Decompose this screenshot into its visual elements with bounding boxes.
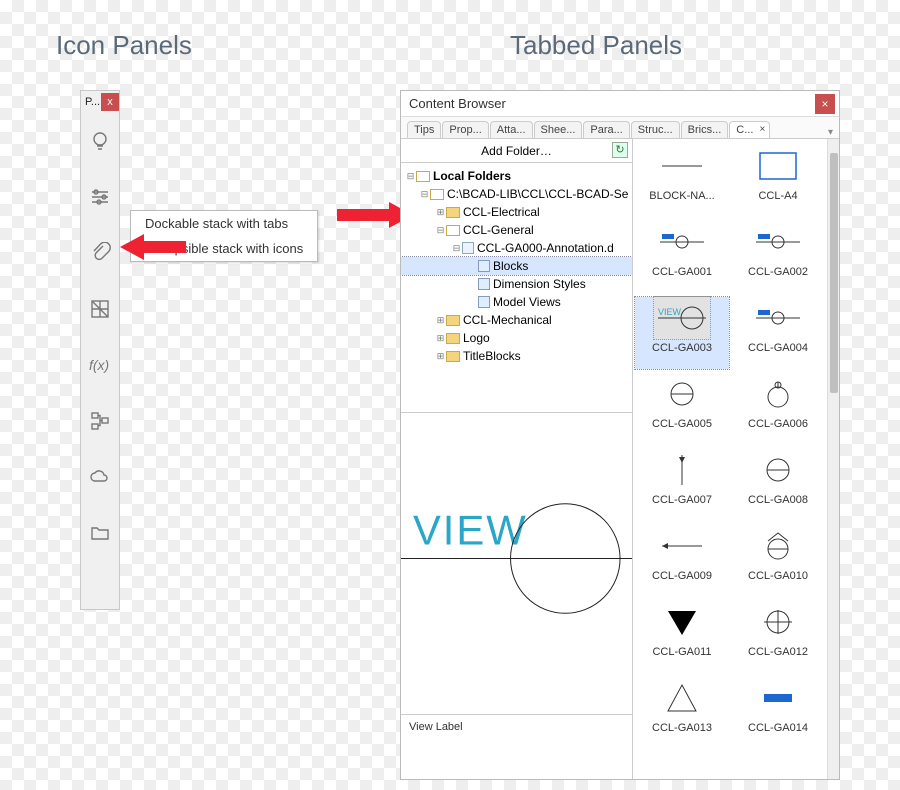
thumb-label: CCL-GA006 — [748, 418, 808, 430]
tree-item-titleblocks[interactable]: ⊞TitleBlocks — [401, 347, 632, 365]
tabs-overflow-menu[interactable]: ▾ — [822, 127, 839, 138]
content-browser-left-pane: Add Folder… ↻ ⊟Local Folders⊟C:\BCAD-LIB… — [401, 139, 633, 779]
thumb-ccl-ga007[interactable]: CCL-GA007 — [635, 449, 729, 521]
thumb-label: CCL-GA008 — [748, 494, 808, 506]
thumb-label: CCL-GA002 — [748, 266, 808, 278]
preview-image: VIEW — [401, 413, 632, 715]
content-browser-title: Content Browser — [409, 96, 506, 111]
thumb-label: CCL-GA014 — [748, 722, 808, 734]
thumb-label: CCL-GA011 — [652, 646, 711, 658]
tab-tips[interactable]: Tips — [407, 121, 441, 138]
icon-panel-grid-diag-icon[interactable] — [81, 281, 119, 337]
heading-tabbed-panels: Tabbed Panels — [510, 30, 682, 61]
tab-c[interactable]: C... — [729, 121, 770, 138]
icon-panel-close-button[interactable]: x — [101, 93, 119, 111]
icon-panel-folder-icon[interactable] — [81, 505, 119, 561]
tree-item-local-folders[interactable]: ⊟Local Folders — [401, 167, 632, 185]
svg-text:VIEW: VIEW — [658, 307, 682, 317]
tree-item-ccl-electrical[interactable]: ⊞CCL-Electrical — [401, 203, 632, 221]
thumb-label: CCL-GA013 — [652, 722, 712, 734]
add-folder-bar[interactable]: Add Folder… ↻ — [401, 139, 632, 163]
block-thumbnail-grid: BLOCK-NA... CCL-A4 CCL-GA001 CCL-GA002 VIEW C… — [633, 139, 827, 779]
tree-item-logo[interactable]: ⊞Logo — [401, 329, 632, 347]
preview-view-text: VIEW — [413, 507, 528, 554]
tree-item-blocks[interactable]: Blocks — [401, 257, 632, 275]
content-browser-right-pane: BLOCK-NA... CCL-A4 CCL-GA001 CCL-GA002 VIEW C… — [633, 139, 839, 779]
icon-panel: P... x f(x) — [80, 90, 120, 610]
tab-brics[interactable]: Brics... — [681, 121, 729, 138]
thumb-label: CCL-GA012 — [748, 646, 808, 658]
tree-item-dimension-styles[interactable]: Dimension Styles — [401, 275, 632, 293]
icon-panel-paperclip-icon[interactable] — [81, 225, 119, 281]
content-browser-header: Content Browser × — [401, 91, 839, 117]
tab-para[interactable]: Para... — [583, 121, 629, 138]
arrow-left-icon — [118, 232, 188, 262]
thumb-block-na-[interactable]: BLOCK-NA... — [635, 145, 729, 217]
thumb-ccl-ga003[interactable]: VIEW CCL-GA003 — [635, 297, 729, 369]
tree-item-c-bcad-lib-ccl-ccl-bcad-se[interactable]: ⊟C:\BCAD-LIB\CCL\CCL-BCAD-Se — [401, 185, 632, 203]
thumb-label: CCL-GA001 — [652, 266, 712, 278]
icon-panel-lightbulb-icon[interactable] — [81, 113, 119, 169]
svg-text:f(x): f(x) — [89, 357, 109, 373]
thumb-ccl-ga002[interactable]: CCL-GA002 — [731, 221, 825, 293]
refresh-button[interactable]: ↻ — [612, 142, 628, 158]
tree-item-ccl-ga000-annotation-d[interactable]: ⊟CCL-GA000-Annotation.d — [401, 239, 632, 257]
tree-item-ccl-mechanical[interactable]: ⊞CCL-Mechanical — [401, 311, 632, 329]
icon-panel-title: P... x — [81, 91, 119, 113]
folder-tree: ⊟Local Folders⊟C:\BCAD-LIB\CCL\CCL-BCAD-… — [401, 163, 632, 413]
icon-panel-tree-icon[interactable] — [81, 393, 119, 449]
tree-item-ccl-general[interactable]: ⊟CCL-General — [401, 221, 632, 239]
tab-shee[interactable]: Shee... — [534, 121, 583, 138]
thumb-ccl-ga010[interactable]: CCL-GA010 — [731, 525, 825, 597]
thumb-ccl-ga009[interactable]: CCL-GA009 — [635, 525, 729, 597]
thumb-label: CCL-GA007 — [652, 494, 712, 506]
icon-panel-sliders-icon[interactable] — [81, 169, 119, 225]
thumb-label: CCL-GA005 — [652, 418, 712, 430]
icon-panel-title-text: P... — [85, 96, 100, 108]
thumb-ccl-ga011[interactable]: CCL-GA011 — [635, 601, 729, 673]
tab-struc[interactable]: Struc... — [631, 121, 680, 138]
thumb-ccl-ga013[interactable]: CCL-GA013 — [635, 677, 729, 749]
thumb-label: CCL-A4 — [758, 190, 797, 202]
vertical-scrollbar[interactable] — [827, 139, 839, 779]
tree-item-model-views[interactable]: Model Views — [401, 293, 632, 311]
thumb-ccl-ga012[interactable]: CCL-GA012 — [731, 601, 825, 673]
thumb-ccl-ga006[interactable]: CCL-GA006 — [731, 373, 825, 445]
thumb-ccl-ga005[interactable]: CCL-GA005 — [635, 373, 729, 445]
thumb-label: CCL-GA010 — [748, 570, 808, 582]
thumb-label: CCL-GA003 — [652, 342, 712, 354]
icon-panel-cloud-icon[interactable] — [81, 449, 119, 505]
content-browser-tabs: TipsProp...Atta...Shee...Para...Struc...… — [401, 117, 839, 139]
preview-pane: VIEW View Label — [401, 413, 632, 779]
preview-label: View Label — [409, 721, 463, 733]
thumb-label: CCL-GA004 — [748, 342, 808, 354]
icon-panel-fx-icon[interactable]: f(x) — [81, 337, 119, 393]
thumb-label: CCL-GA009 — [652, 570, 712, 582]
thumb-ccl-ga008[interactable]: CCL-GA008 — [731, 449, 825, 521]
heading-icon-panels: Icon Panels — [56, 30, 192, 61]
tab-prop[interactable]: Prop... — [442, 121, 488, 138]
add-folder-label: Add Folder… — [481, 144, 552, 158]
thumb-label: BLOCK-NA... — [649, 190, 714, 202]
content-browser-panel: Content Browser × TipsProp...Atta...Shee… — [400, 90, 840, 780]
thumb-ccl-ga014[interactable]: CCL-GA014 — [731, 677, 825, 749]
thumb-ccl-ga004[interactable]: CCL-GA004 — [731, 297, 825, 369]
content-browser-close-button[interactable]: × — [815, 94, 835, 114]
thumb-ccl-ga001[interactable]: CCL-GA001 — [635, 221, 729, 293]
thumb-ccl-a4[interactable]: CCL-A4 — [731, 145, 825, 217]
tab-atta[interactable]: Atta... — [490, 121, 533, 138]
